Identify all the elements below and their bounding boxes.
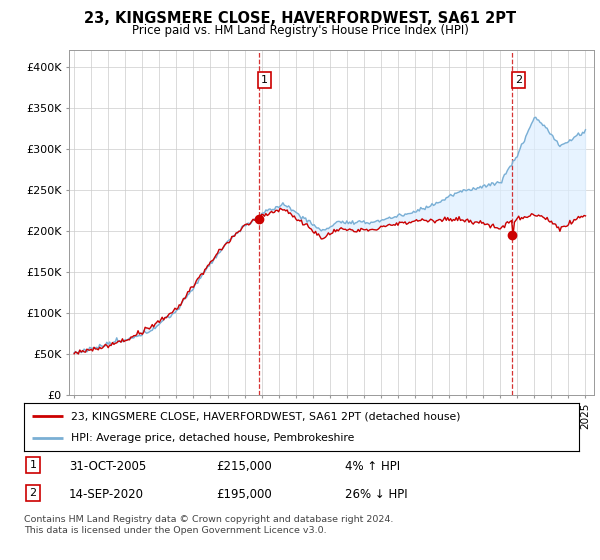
Text: Contains HM Land Registry data © Crown copyright and database right 2024.
This d: Contains HM Land Registry data © Crown c… [24, 515, 394, 535]
Text: £195,000: £195,000 [216, 488, 272, 501]
Text: £215,000: £215,000 [216, 460, 272, 473]
Text: 23, KINGSMERE CLOSE, HAVERFORDWEST, SA61 2PT: 23, KINGSMERE CLOSE, HAVERFORDWEST, SA61… [84, 11, 516, 26]
Text: 31-OCT-2005: 31-OCT-2005 [69, 460, 146, 473]
Text: 2: 2 [515, 75, 522, 85]
Text: 26% ↓ HPI: 26% ↓ HPI [345, 488, 407, 501]
Text: 1: 1 [261, 75, 268, 85]
Text: 2: 2 [29, 488, 37, 498]
Text: 14-SEP-2020: 14-SEP-2020 [69, 488, 144, 501]
Text: 1: 1 [29, 460, 37, 470]
Text: Price paid vs. HM Land Registry's House Price Index (HPI): Price paid vs. HM Land Registry's House … [131, 24, 469, 36]
Text: HPI: Average price, detached house, Pembrokeshire: HPI: Average price, detached house, Pemb… [71, 433, 355, 443]
Text: 4% ↑ HPI: 4% ↑ HPI [345, 460, 400, 473]
Text: 23, KINGSMERE CLOSE, HAVERFORDWEST, SA61 2PT (detached house): 23, KINGSMERE CLOSE, HAVERFORDWEST, SA61… [71, 411, 461, 421]
